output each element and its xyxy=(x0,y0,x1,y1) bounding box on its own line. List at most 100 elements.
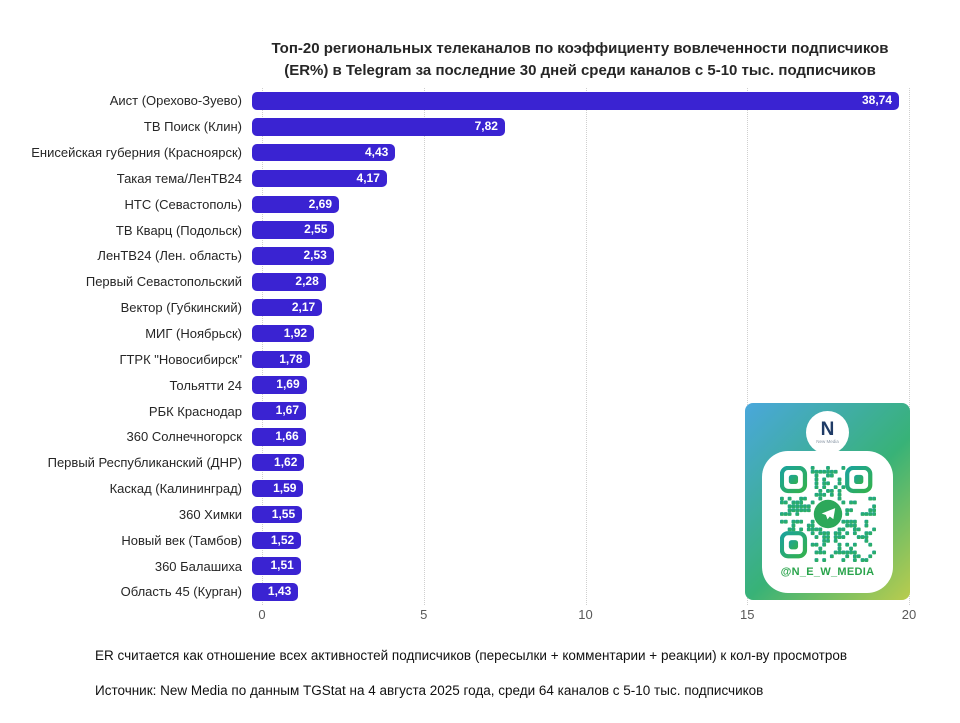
bar-row: Первый Республиканский (ДНР) 1,62 xyxy=(0,450,960,476)
bar-row: МИГ (Ноябрьск) 1,92 xyxy=(0,321,960,347)
brand-logo-letter: N xyxy=(820,419,835,440)
value-label: 1,66 xyxy=(275,429,299,444)
value-label: 1,69 xyxy=(276,377,300,392)
bar-row: Такая тема/ЛенТВ24 4,17 xyxy=(0,166,960,192)
category-label: ГТРК "Новосибирск" xyxy=(119,351,242,367)
qr-code xyxy=(779,466,876,562)
x-axis-tick: 15 xyxy=(740,607,755,622)
x-axis: 0 5 10 15 20 xyxy=(0,607,960,627)
bar-row: Область 45 (Курган) 1,43 xyxy=(0,579,960,605)
bar-track: 1,66 xyxy=(252,428,899,446)
bar-track: 1,52 xyxy=(252,531,899,550)
category-label: НТС (Севастополь) xyxy=(124,196,242,212)
x-axis-tick: 10 xyxy=(578,607,593,622)
bar-chart: Аист (Орехово-Зуево) 38,74 ТВ Поиск (Клин)… xyxy=(0,88,960,605)
bar: 1,55 xyxy=(252,505,303,524)
bar-row: Первый Севастопольский 2,28 xyxy=(0,269,960,295)
bar: 2,17 xyxy=(252,298,323,317)
value-label: 2,53 xyxy=(303,248,327,263)
brand-logo-name: New Media xyxy=(816,439,839,444)
bar: 4,17 xyxy=(252,169,387,188)
bar: 1,78 xyxy=(252,350,310,369)
bar-row: 360 Химки 1,55 xyxy=(0,502,960,528)
category-label: ЛенТВ24 (Лен. область) xyxy=(97,248,242,264)
bar-track: 2,55 xyxy=(252,221,899,239)
category-label: Тольятти 24 xyxy=(169,377,242,393)
category-label: ТВ Поиск (Клин) xyxy=(143,119,242,135)
category-label: Вектор (Губкинский) xyxy=(120,300,242,316)
bar: 1,67 xyxy=(252,402,307,420)
bar-row: РБК Краснодар 1,67 xyxy=(0,398,960,424)
category-label: ТВ Кварц (Подольск) xyxy=(115,222,242,238)
value-label: 2,55 xyxy=(304,222,328,237)
bar-row: Аист (Орехово-Зуево) 38,74 xyxy=(0,88,960,114)
gridline-x-10 xyxy=(585,88,587,605)
bar-track: 1,92 xyxy=(252,324,899,343)
gridline-x-15 xyxy=(747,88,749,605)
bar-track: 1,55 xyxy=(252,505,899,524)
bar-row: Каскад (Калининград) 1,59 xyxy=(0,476,960,502)
value-label: 2,28 xyxy=(295,274,319,289)
category-label: Область 45 (Курган) xyxy=(120,584,242,600)
value-label: 1,43 xyxy=(267,584,292,599)
category-label: Такая тема/ЛенТВ24 xyxy=(116,170,242,186)
bar: 2,55 xyxy=(252,221,335,239)
category-label: 360 Солнечногорск xyxy=(126,429,242,445)
bar: 1,59 xyxy=(252,479,304,498)
bar-row: ГТРК "Новосибирск" 1,78 xyxy=(0,346,960,372)
bar-track: 1,67 xyxy=(252,402,899,420)
bar-row: ЛенТВ24 (Лен. область) 2,53 xyxy=(0,243,960,269)
title-line-1: Топ-20 региональных телеканалов по коэфф… xyxy=(271,40,889,57)
gridline-x-5 xyxy=(423,88,425,605)
bar-track: 2,28 xyxy=(252,273,899,291)
bar: 1,62 xyxy=(252,453,305,472)
value-label: 1,92 xyxy=(283,325,308,340)
value-label: 2,17 xyxy=(291,299,316,314)
bar-track: 2,53 xyxy=(252,247,899,265)
qr-card: N New Media @N_E_W_MEDIA xyxy=(745,403,910,600)
bar-track: 7,82 xyxy=(252,118,899,136)
bar-track: 38,74 xyxy=(252,92,899,110)
bar-track: 1,69 xyxy=(252,376,899,394)
category-label: МИГ (Ноябрьск) xyxy=(145,326,242,342)
category-label: Аист (Орехово-Зуево) xyxy=(109,93,242,109)
bar-row: Вектор (Губкинский) 2,17 xyxy=(0,295,960,321)
value-label: 4,17 xyxy=(356,170,380,185)
value-label: 1,67 xyxy=(275,403,300,418)
qr-panel: @N_E_W_MEDIA xyxy=(762,451,893,593)
bar: 38,74 xyxy=(252,92,899,110)
bar: 1,69 xyxy=(252,376,307,394)
bar-row: 360 Солнечногорск 1,66 xyxy=(0,424,960,450)
value-label: 1,59 xyxy=(273,480,297,495)
bar-track: 2,17 xyxy=(252,298,899,317)
title-line-2: (ER%) в Telegram за последние 30 дней ср… xyxy=(284,62,876,79)
value-label: 1,51 xyxy=(270,558,294,573)
bar: 4,43 xyxy=(252,143,396,162)
value-label: 38,74 xyxy=(861,93,892,108)
footnote-er-definition: ER считается как отношение всех активнос… xyxy=(95,648,848,663)
bar-row: НТС (Севастополь) 2,69 xyxy=(0,191,960,217)
bar-row: Тольятти 24 1,69 xyxy=(0,372,960,398)
category-label: РБК Краснодар xyxy=(148,403,242,419)
bar-track: 4,43 xyxy=(252,143,899,162)
x-axis-tick: 0 xyxy=(258,607,266,622)
category-label: 360 Балашиха xyxy=(154,558,242,574)
value-label: 1,52 xyxy=(270,532,295,547)
bar-row: ТВ Кварц (Подольск) 2,55 xyxy=(0,217,960,243)
bar-track: 1,78 xyxy=(252,350,899,369)
category-label: Каскад (Калининград) xyxy=(109,481,242,497)
bar-row: ТВ Поиск (Клин) 7,82 xyxy=(0,114,960,140)
bar: 1,52 xyxy=(252,531,302,550)
bar-track: 4,17 xyxy=(252,169,899,188)
bar: 1,66 xyxy=(252,428,306,446)
footnote-source: Источник: New Media по данным TGStat на … xyxy=(95,683,764,698)
bar: 2,53 xyxy=(252,247,334,265)
telegram-handle: @N_E_W_MEDIA xyxy=(780,566,875,578)
bar-track: 1,51 xyxy=(252,557,899,575)
category-label: 360 Химки xyxy=(178,506,242,522)
value-label: 2,69 xyxy=(308,196,333,211)
x-axis-tick: 20 xyxy=(901,607,917,622)
bar: 2,69 xyxy=(252,195,340,214)
gridline-x-20 xyxy=(909,88,910,605)
